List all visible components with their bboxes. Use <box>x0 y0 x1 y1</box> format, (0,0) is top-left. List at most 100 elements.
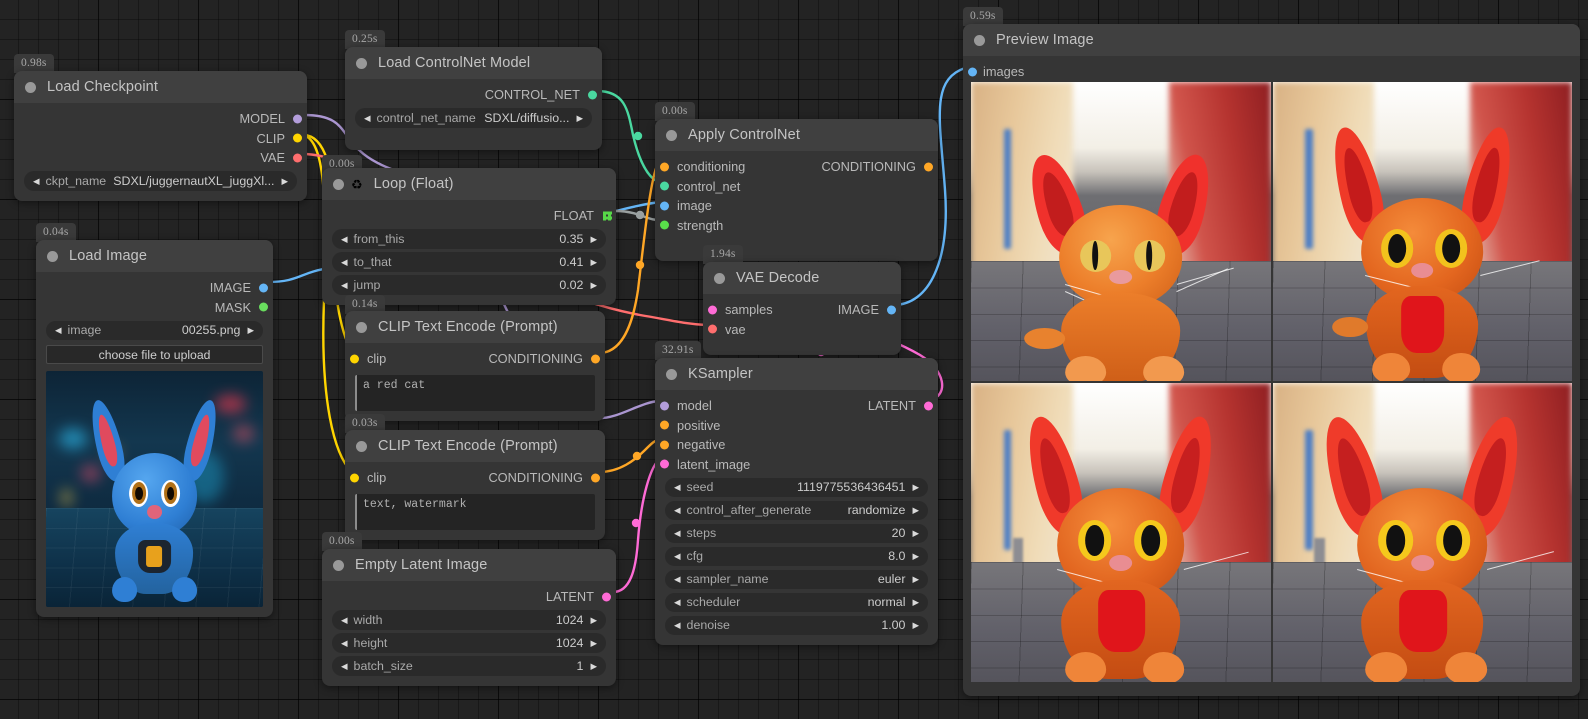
output-slot-vae[interactable]: VAE <box>24 148 302 168</box>
output-slot-conditioning[interactable]: CONDITIONING <box>488 351 583 367</box>
output-dot-image[interactable] <box>259 283 268 293</box>
output-dot-conditioning[interactable] <box>591 473 600 483</box>
widget-to-that[interactable]: ◀ to_that 0.41 ▶ <box>332 252 606 272</box>
output-dot-conditioning[interactable] <box>924 162 933 172</box>
input-slot-images[interactable]: images <box>968 62 1572 82</box>
chevron-right-icon[interactable]: ▶ <box>912 482 919 492</box>
output-slot-float[interactable]: FLOAT <box>332 206 612 226</box>
chevron-left-icon[interactable]: ◀ <box>341 637 348 648</box>
output-dot-model[interactable] <box>293 114 302 124</box>
output-slot-conditioning[interactable]: CONDITIONING <box>488 470 583 486</box>
widget-scheduler[interactable]: ◀ scheduler normal ▶ <box>665 592 928 612</box>
input-dot-image[interactable] <box>660 201 669 211</box>
chevron-right-icon[interactable]: ▶ <box>590 660 597 671</box>
output-dot-image[interactable] <box>887 305 896 315</box>
chevron-right-icon[interactable]: ▶ <box>912 574 919 584</box>
chevron-left-icon[interactable]: ◀ <box>674 505 681 515</box>
node-ksampler[interactable]: KSampler model LATENT positive negative … <box>655 358 938 645</box>
input-slot-image[interactable]: image <box>660 196 928 216</box>
prompt-textarea-negative[interactable]: text, watermark <box>355 493 595 530</box>
input-slot-vae[interactable]: vae <box>708 320 891 340</box>
widget-seed[interactable]: ◀ seed 1119775536436451 ▶ <box>665 477 928 497</box>
chevron-right-icon[interactable]: ▶ <box>590 279 597 290</box>
widget-batch-size[interactable]: ◀ batch_size 1 ▶ <box>332 656 606 676</box>
preview-image-3[interactable] <box>971 382 1271 682</box>
node-clip-text-encode-positive[interactable]: CLIP Text Encode (Prompt) clip CONDITION… <box>345 311 605 421</box>
output-dot-conditioning[interactable] <box>591 354 600 364</box>
node-load-image[interactable]: Load Image IMAGE MASK ◀ image 00255.png … <box>36 240 273 617</box>
grid-output-icon[interactable] <box>603 211 612 221</box>
output-dot-latent[interactable] <box>924 401 933 411</box>
chevron-left-icon[interactable]: ◀ <box>341 233 348 244</box>
output-slot-mask[interactable]: MASK <box>46 298 268 318</box>
widget-width[interactable]: ◀ width 1024 ▶ <box>332 610 606 630</box>
input-dot-negative[interactable] <box>660 440 669 450</box>
chevron-right-icon[interactable]: ▶ <box>590 256 597 267</box>
widget-control-net-name[interactable]: ◀ control_net_name SDXL/diffusio... ▶ <box>355 108 592 128</box>
collapse-icon[interactable] <box>25 81 36 93</box>
chevron-right-icon[interactable]: ▶ <box>912 620 919 630</box>
node-vae-decode[interactable]: VAE Decode samples IMAGE vae <box>703 262 901 355</box>
node-preview-image[interactable]: Preview Image images <box>963 24 1580 696</box>
chevron-left-icon[interactable]: ◀ <box>674 574 681 584</box>
input-dot-clip[interactable] <box>350 473 359 483</box>
output-slot-latent[interactable]: LATENT <box>332 587 611 607</box>
collapse-icon[interactable] <box>356 57 367 69</box>
chevron-right-icon[interactable]: ▶ <box>590 637 597 648</box>
chevron-right-icon[interactable]: ▶ <box>912 528 919 538</box>
node-empty-latent-image[interactable]: Empty Latent Image LATENT ◀ width 1024 ▶… <box>322 549 616 686</box>
node-header-load-controlnet[interactable]: Load ControlNet Model <box>345 47 602 79</box>
input-dot-images[interactable] <box>968 67 977 77</box>
output-slot-image[interactable]: IMAGE <box>46 278 268 298</box>
collapse-icon[interactable] <box>714 272 725 284</box>
chevron-left-icon[interactable]: ◀ <box>33 175 40 186</box>
input-slot-clip[interactable]: clip <box>367 351 387 367</box>
widget-height[interactable]: ◀ height 1024 ▶ <box>332 633 606 653</box>
input-dot-vae[interactable] <box>708 324 717 334</box>
chevron-right-icon[interactable]: ▶ <box>590 233 597 244</box>
chevron-right-icon[interactable]: ▶ <box>576 112 583 123</box>
input-slot-model[interactable]: model <box>677 398 712 414</box>
input-dot-samples[interactable] <box>708 305 717 315</box>
output-slot-latent[interactable]: LATENT <box>867 398 916 414</box>
chevron-left-icon[interactable]: ◀ <box>341 614 348 625</box>
node-header-ksampler[interactable]: KSampler <box>655 358 938 390</box>
chevron-left-icon[interactable]: ◀ <box>55 325 62 335</box>
widget-jump[interactable]: ◀ jump 0.02 ▶ <box>332 275 606 295</box>
output-slot-image[interactable]: IMAGE <box>837 302 879 318</box>
output-slot-conditioning[interactable]: CONDITIONING <box>821 159 916 175</box>
node-header-clip-positive[interactable]: CLIP Text Encode (Prompt) <box>345 311 605 343</box>
node-header-vae-decode[interactable]: VAE Decode <box>703 262 901 294</box>
input-slot-conditioning[interactable]: conditioning <box>677 159 746 175</box>
node-header-empty-latent[interactable]: Empty Latent Image <box>322 549 616 581</box>
widget-cfg[interactable]: ◀ cfg 8.0 ▶ <box>665 546 928 566</box>
input-dot-latent-image[interactable] <box>660 459 669 469</box>
chevron-left-icon[interactable]: ◀ <box>674 551 681 561</box>
choose-file-to-upload-button[interactable]: choose file to upload <box>46 345 263 364</box>
chevron-right-icon[interactable]: ▶ <box>590 614 597 625</box>
preview-image-4[interactable] <box>1272 382 1572 682</box>
input-dot-positive[interactable] <box>660 420 669 430</box>
chevron-left-icon[interactable]: ◀ <box>341 279 348 290</box>
widget-from-this[interactable]: ◀ from_this 0.35 ▶ <box>332 229 606 249</box>
widget-denoise[interactable]: ◀ denoise 1.00 ▶ <box>665 615 928 635</box>
collapse-icon[interactable] <box>666 129 677 141</box>
input-dot-clip[interactable] <box>350 354 359 364</box>
input-slot-strength[interactable]: strength <box>660 216 928 236</box>
collapse-icon[interactable] <box>666 368 677 380</box>
node-header-load-checkpoint[interactable]: Load Checkpoint <box>14 71 307 103</box>
load-image-preview[interactable] <box>46 371 263 607</box>
chevron-left-icon[interactable]: ◀ <box>364 112 371 123</box>
input-slot-latent-image[interactable]: latent_image <box>660 455 928 475</box>
node-header-apply-controlnet[interactable]: Apply ControlNet <box>655 119 938 151</box>
preview-image-2[interactable] <box>1272 81 1572 381</box>
widget-image[interactable]: ◀ image 00255.png ▶ <box>46 320 263 340</box>
widget-control-after-generate[interactable]: ◀ control_after_generate randomize ▶ <box>665 500 928 520</box>
node-header-load-image[interactable]: Load Image <box>36 240 273 272</box>
input-slot-positive[interactable]: positive <box>660 416 928 436</box>
collapse-icon[interactable] <box>333 178 344 190</box>
input-dot-strength[interactable] <box>660 220 669 230</box>
chevron-right-icon[interactable]: ▶ <box>247 325 254 335</box>
input-dot-conditioning[interactable] <box>660 162 669 172</box>
